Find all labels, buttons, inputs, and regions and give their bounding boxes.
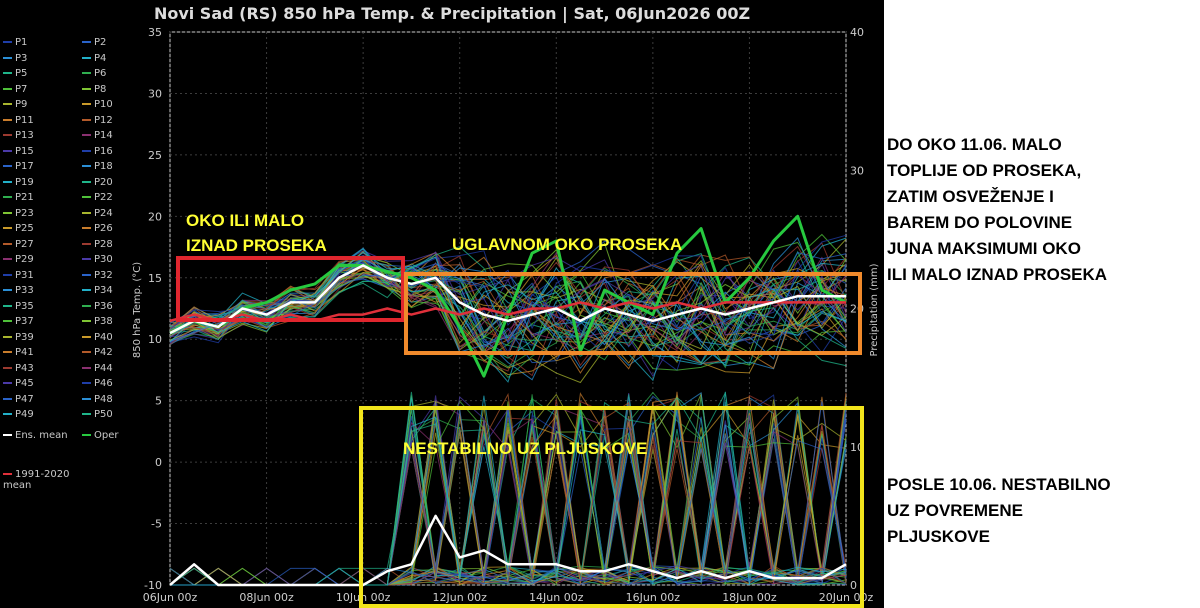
legend-member: P44 xyxy=(82,363,113,374)
member-temp-line xyxy=(169,250,847,384)
legend-member: P32 xyxy=(82,270,113,281)
y-tick-label: 20 xyxy=(148,210,162,223)
legend-member: P22 xyxy=(82,192,113,203)
member-temp-line xyxy=(169,251,847,382)
legend-member: P13 xyxy=(3,130,34,141)
legend-member: P35 xyxy=(3,301,34,312)
x-tick-label: 12Jun 00z xyxy=(432,591,487,604)
legend-member: P23 xyxy=(3,208,34,219)
chart-panel: Novi Sad (RS) 850 hPa Temp. & Precipitat… xyxy=(0,0,884,608)
legend-member: P37 xyxy=(3,316,34,327)
x-tick-label: 14Jun 00z xyxy=(529,591,584,604)
y2-tick-label: 0 xyxy=(850,579,857,592)
legend-member: P42 xyxy=(82,347,113,358)
x-tick-label: 16Jun 00z xyxy=(626,591,681,604)
legend-member: P5 xyxy=(3,68,27,79)
annotation-label-red: OKO ILI MALO IZNAD PROSEKA xyxy=(186,211,327,255)
x-tick-label: 10Jun 00z xyxy=(336,591,391,604)
side-note-temperature: DO OKO 11.06. MALO TOPLIJE OD PROSEKA, Z… xyxy=(887,135,1108,284)
y-tick-label: 0 xyxy=(155,456,162,469)
legend-member: P36 xyxy=(82,301,113,312)
x-tick-label: 06Jun 00z xyxy=(143,591,198,604)
legend-member: P10 xyxy=(82,99,113,110)
legend-member: P49 xyxy=(3,409,34,420)
y-axis-label: 850 hPa Temp. (°C) xyxy=(132,262,143,358)
legend-member: P1 xyxy=(3,37,27,48)
legend-member: P38 xyxy=(82,316,113,327)
legend-member: P34 xyxy=(82,285,113,296)
clim-temp-line xyxy=(169,301,846,323)
legend-member: P3 xyxy=(3,53,27,64)
annotation-box-yellow xyxy=(359,406,864,608)
y2-tick-label: 30 xyxy=(850,164,864,177)
legend-member: P48 xyxy=(82,394,113,405)
member-temp-line xyxy=(169,251,847,351)
legend-clim: 1991-2020 mean xyxy=(3,469,70,491)
legend-member: P7 xyxy=(3,84,27,95)
y-tick-label: 30 xyxy=(148,87,162,100)
legend-member: P12 xyxy=(82,115,113,126)
legend-ens-mean: Ens. mean xyxy=(3,430,68,441)
annotation-box-red xyxy=(176,256,405,322)
ens-mean-temp-line xyxy=(169,264,846,335)
legend-member: P46 xyxy=(82,378,113,389)
legend-member: P31 xyxy=(3,270,34,281)
ensemble-chart: Novi Sad (RS) 850 hPa Temp. & Precipitat… xyxy=(132,4,880,604)
annotation-label-yellow: NESTABILNO UZ PLJUSKOVE xyxy=(403,439,648,458)
y-tick-label: 5 xyxy=(155,395,162,408)
legend-member: P6 xyxy=(82,68,106,79)
legend-member: P18 xyxy=(82,161,113,172)
legend-member: P17 xyxy=(3,161,34,172)
y-tick-label: -5 xyxy=(151,518,162,531)
x-tick-label: 18Jun 00z xyxy=(722,591,777,604)
legend-member: P11 xyxy=(3,115,34,126)
member-precip-line xyxy=(170,409,847,586)
y2-tick-label: 40 xyxy=(850,26,864,39)
legend-member: P19 xyxy=(3,177,34,188)
member-temp-line xyxy=(169,266,847,364)
annotation-label-orange: UGLAVNOM OKO PROSEKA xyxy=(452,235,683,254)
chart-title: Novi Sad (RS) 850 hPa Temp. & Precipitat… xyxy=(154,4,750,24)
legend-member: P43 xyxy=(3,363,34,374)
legend-member: P25 xyxy=(3,223,34,234)
legend-member: P15 xyxy=(3,146,34,157)
legend-member: P24 xyxy=(82,208,113,219)
legend-member: P33 xyxy=(3,285,34,296)
y2-axis-label: Precipitation (mm) xyxy=(869,263,880,356)
y-tick-label: 25 xyxy=(148,149,162,162)
legend-member: P40 xyxy=(82,332,113,343)
legend-member: P29 xyxy=(3,254,34,265)
member-temp-line xyxy=(169,251,847,343)
legend-member: P14 xyxy=(82,130,113,141)
legend-member: P4 xyxy=(82,53,106,64)
annotation-box-orange xyxy=(404,272,862,355)
x-tick-label: 08Jun 00z xyxy=(239,591,294,604)
legend-member: P8 xyxy=(82,84,106,95)
legend-oper: Oper xyxy=(82,430,118,441)
ens-mean-precip-line xyxy=(169,514,847,587)
main-series xyxy=(169,214,847,587)
legend-member: P41 xyxy=(3,347,34,358)
legend-member: P47 xyxy=(3,394,34,405)
y-tick-label: 35 xyxy=(148,26,162,39)
legend-member: P39 xyxy=(3,332,34,343)
legend-member: P27 xyxy=(3,239,34,250)
legend-member: P21 xyxy=(3,192,34,203)
y-tick-label: 10 xyxy=(148,333,162,346)
y-tick-label: 15 xyxy=(148,272,162,285)
legend-member: P2 xyxy=(82,37,106,48)
y-tick-label: -10 xyxy=(144,579,162,592)
legend-member: P9 xyxy=(3,99,27,110)
legend-member: P28 xyxy=(82,239,113,250)
side-note-precipitation: POSLE 10.06. NESTABILNO UZ POVREMENE PLJ… xyxy=(887,475,1111,546)
legend-member: P30 xyxy=(82,254,113,265)
legend-member: P16 xyxy=(82,146,113,157)
legend-member: P45 xyxy=(3,378,34,389)
legend-member: P50 xyxy=(82,409,113,420)
legend-member: P26 xyxy=(82,223,113,234)
member-temp-line xyxy=(169,254,847,357)
legend-member: P20 xyxy=(82,177,113,188)
x-tick-label: 20Jun 00z xyxy=(819,591,874,604)
